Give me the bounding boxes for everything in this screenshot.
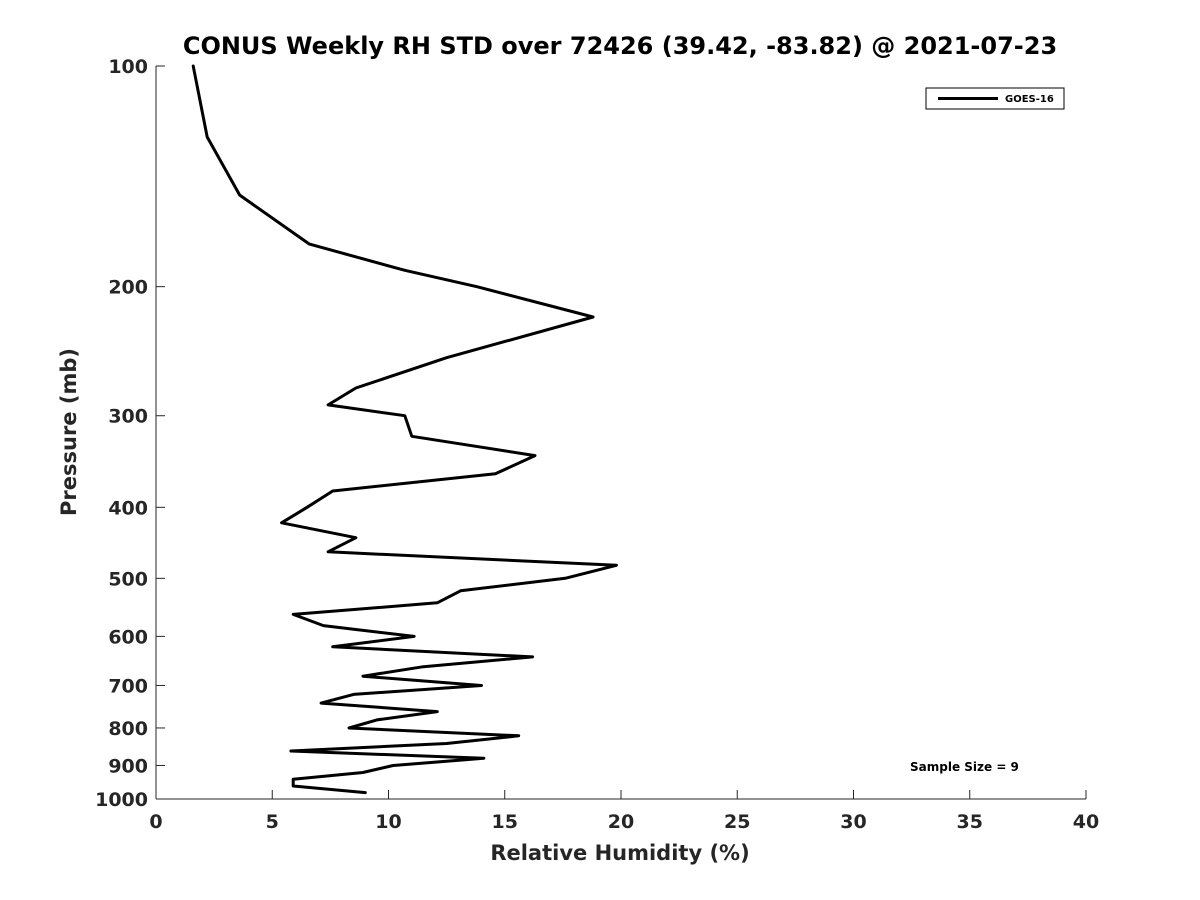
x-tick-label: 20 [608,811,634,833]
y-tick-label: 900 [108,755,148,777]
legend: GOES-16 [925,87,1065,110]
axes: 0 5 10 15 20 25 30 35 40 100 200 300 400 500 600 700 800… [95,56,1099,833]
x-tick-label: 15 [492,811,518,833]
y-tick-label: 800 [108,718,148,740]
x-tick-label: 35 [957,811,983,833]
legend-label-goes-16: GOES-16 [1005,94,1054,105]
y-axis-label: Pressure (mb) [57,348,81,516]
y-tick-label: 300 [108,406,148,428]
series-line-goes-16 [191,64,618,795]
y-tick-label: 1000 [95,789,148,811]
x-tick-label: 0 [149,811,162,833]
y-tick-label: 600 [108,626,148,648]
x-axis-label: Relative Humidity (%) [490,841,749,865]
x-tick-label: 10 [375,811,401,833]
series-layer [191,64,618,795]
y-tick-label: 200 [108,277,148,299]
x-tick-label: 30 [840,811,866,833]
y-tick-label: 100 [108,56,148,78]
chart-title: CONUS Weekly RH STD over 72426 (39.42, -… [183,32,1057,60]
x-tick-label: 25 [724,811,750,833]
y-tick-label: 400 [108,497,148,519]
x-tick-label: 5 [266,811,279,833]
y-tick-label: 500 [108,568,148,590]
y-tick-label: 700 [108,675,148,697]
x-tick-label: 40 [1073,811,1099,833]
sample-size-annotation: Sample Size = 9 [910,760,1019,774]
